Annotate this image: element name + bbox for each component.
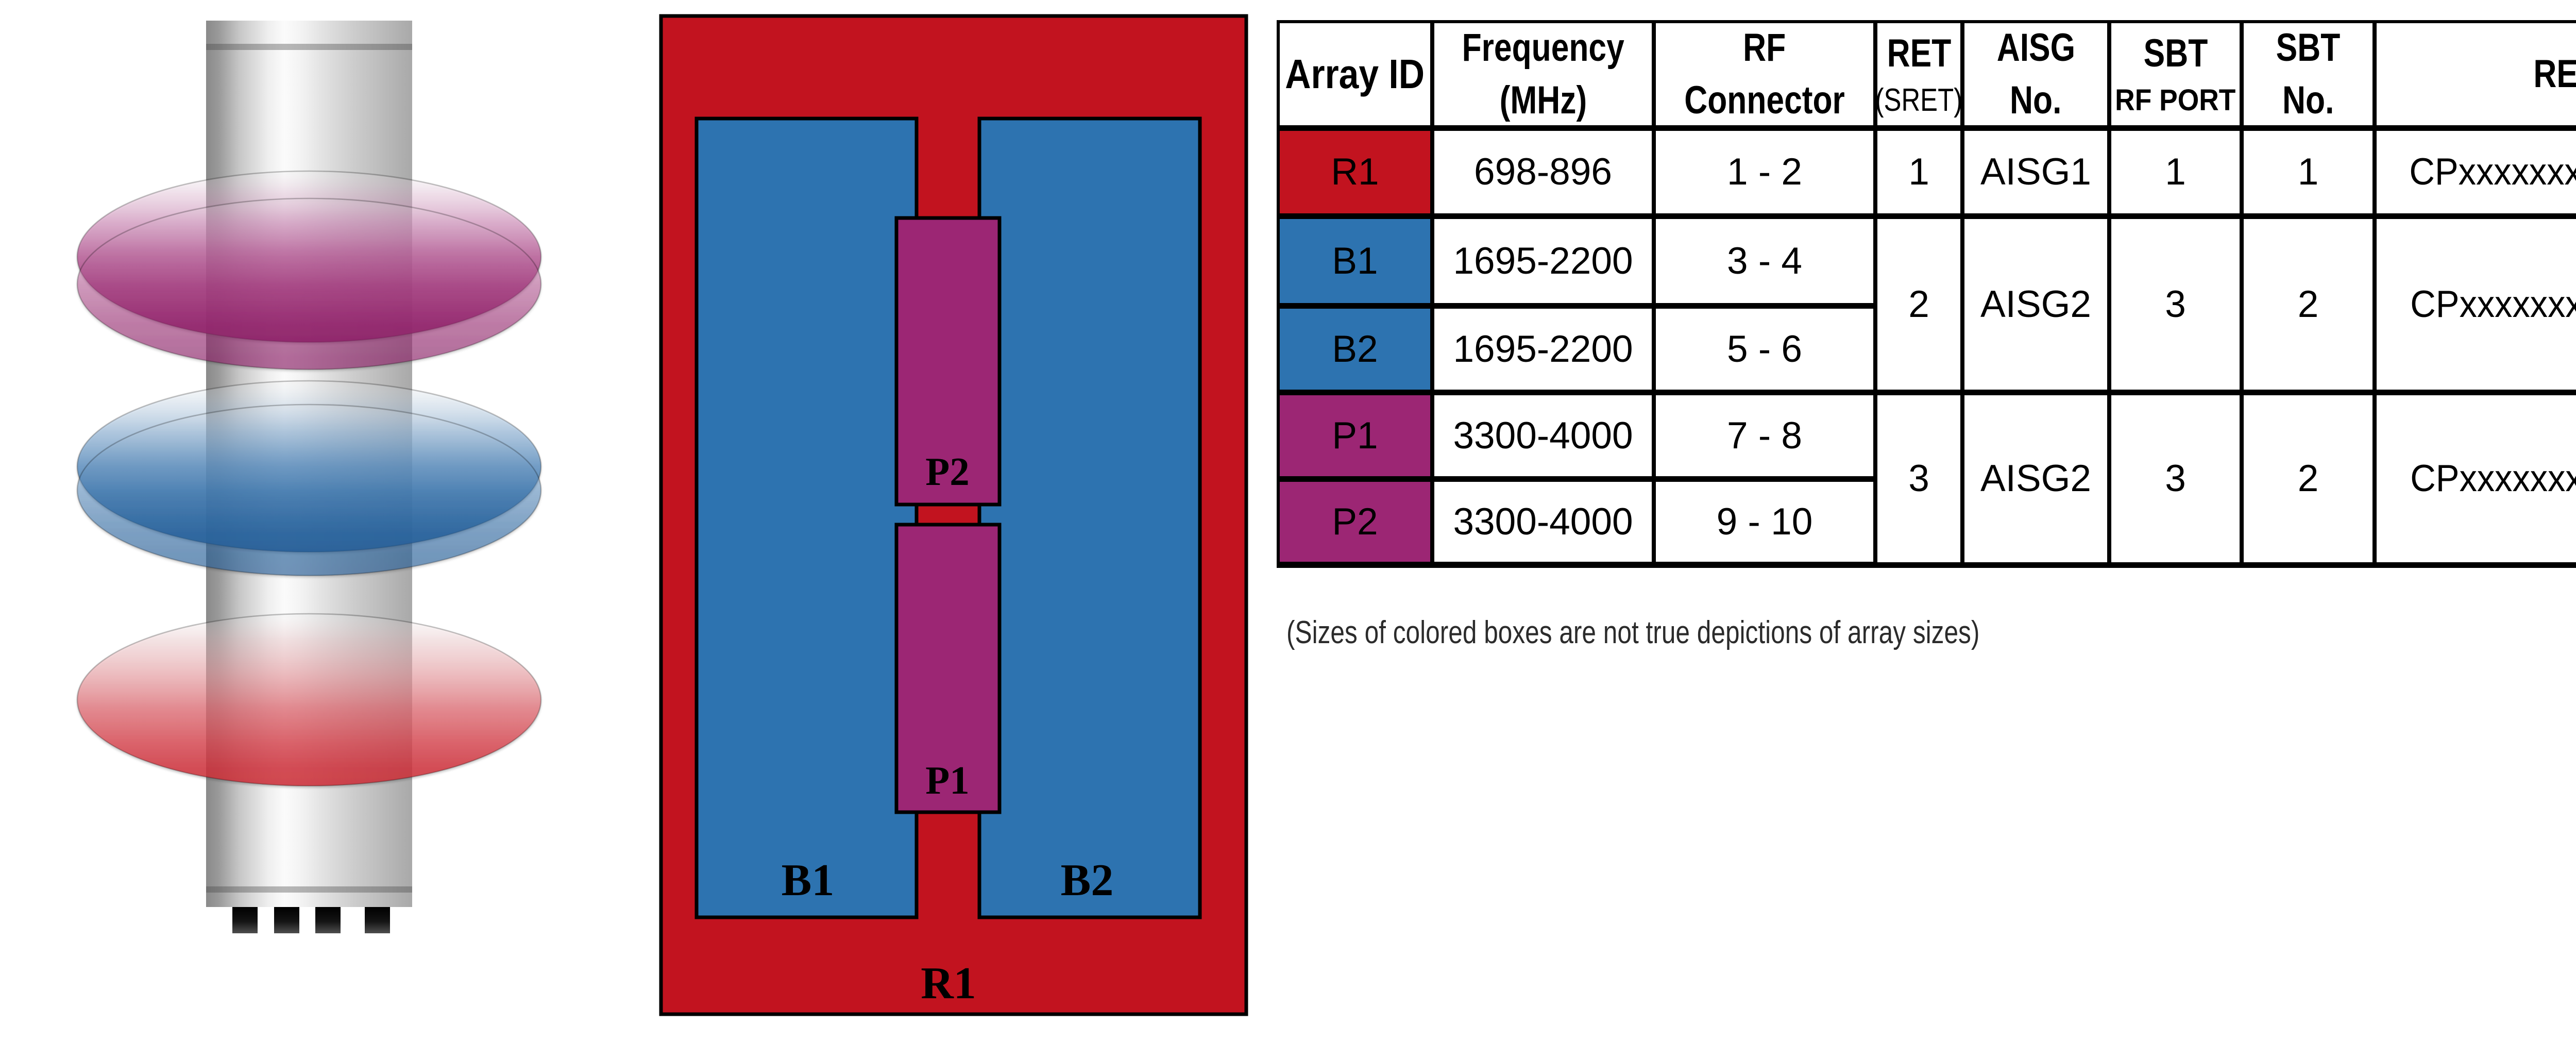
svg-text:P2: P2 [925, 449, 970, 494]
svg-text:B1: B1 [782, 855, 835, 905]
svg-text:B2: B2 [1061, 855, 1114, 905]
svg-text:R1: R1 [921, 959, 976, 1009]
svg-text:P1: P1 [925, 758, 970, 802]
